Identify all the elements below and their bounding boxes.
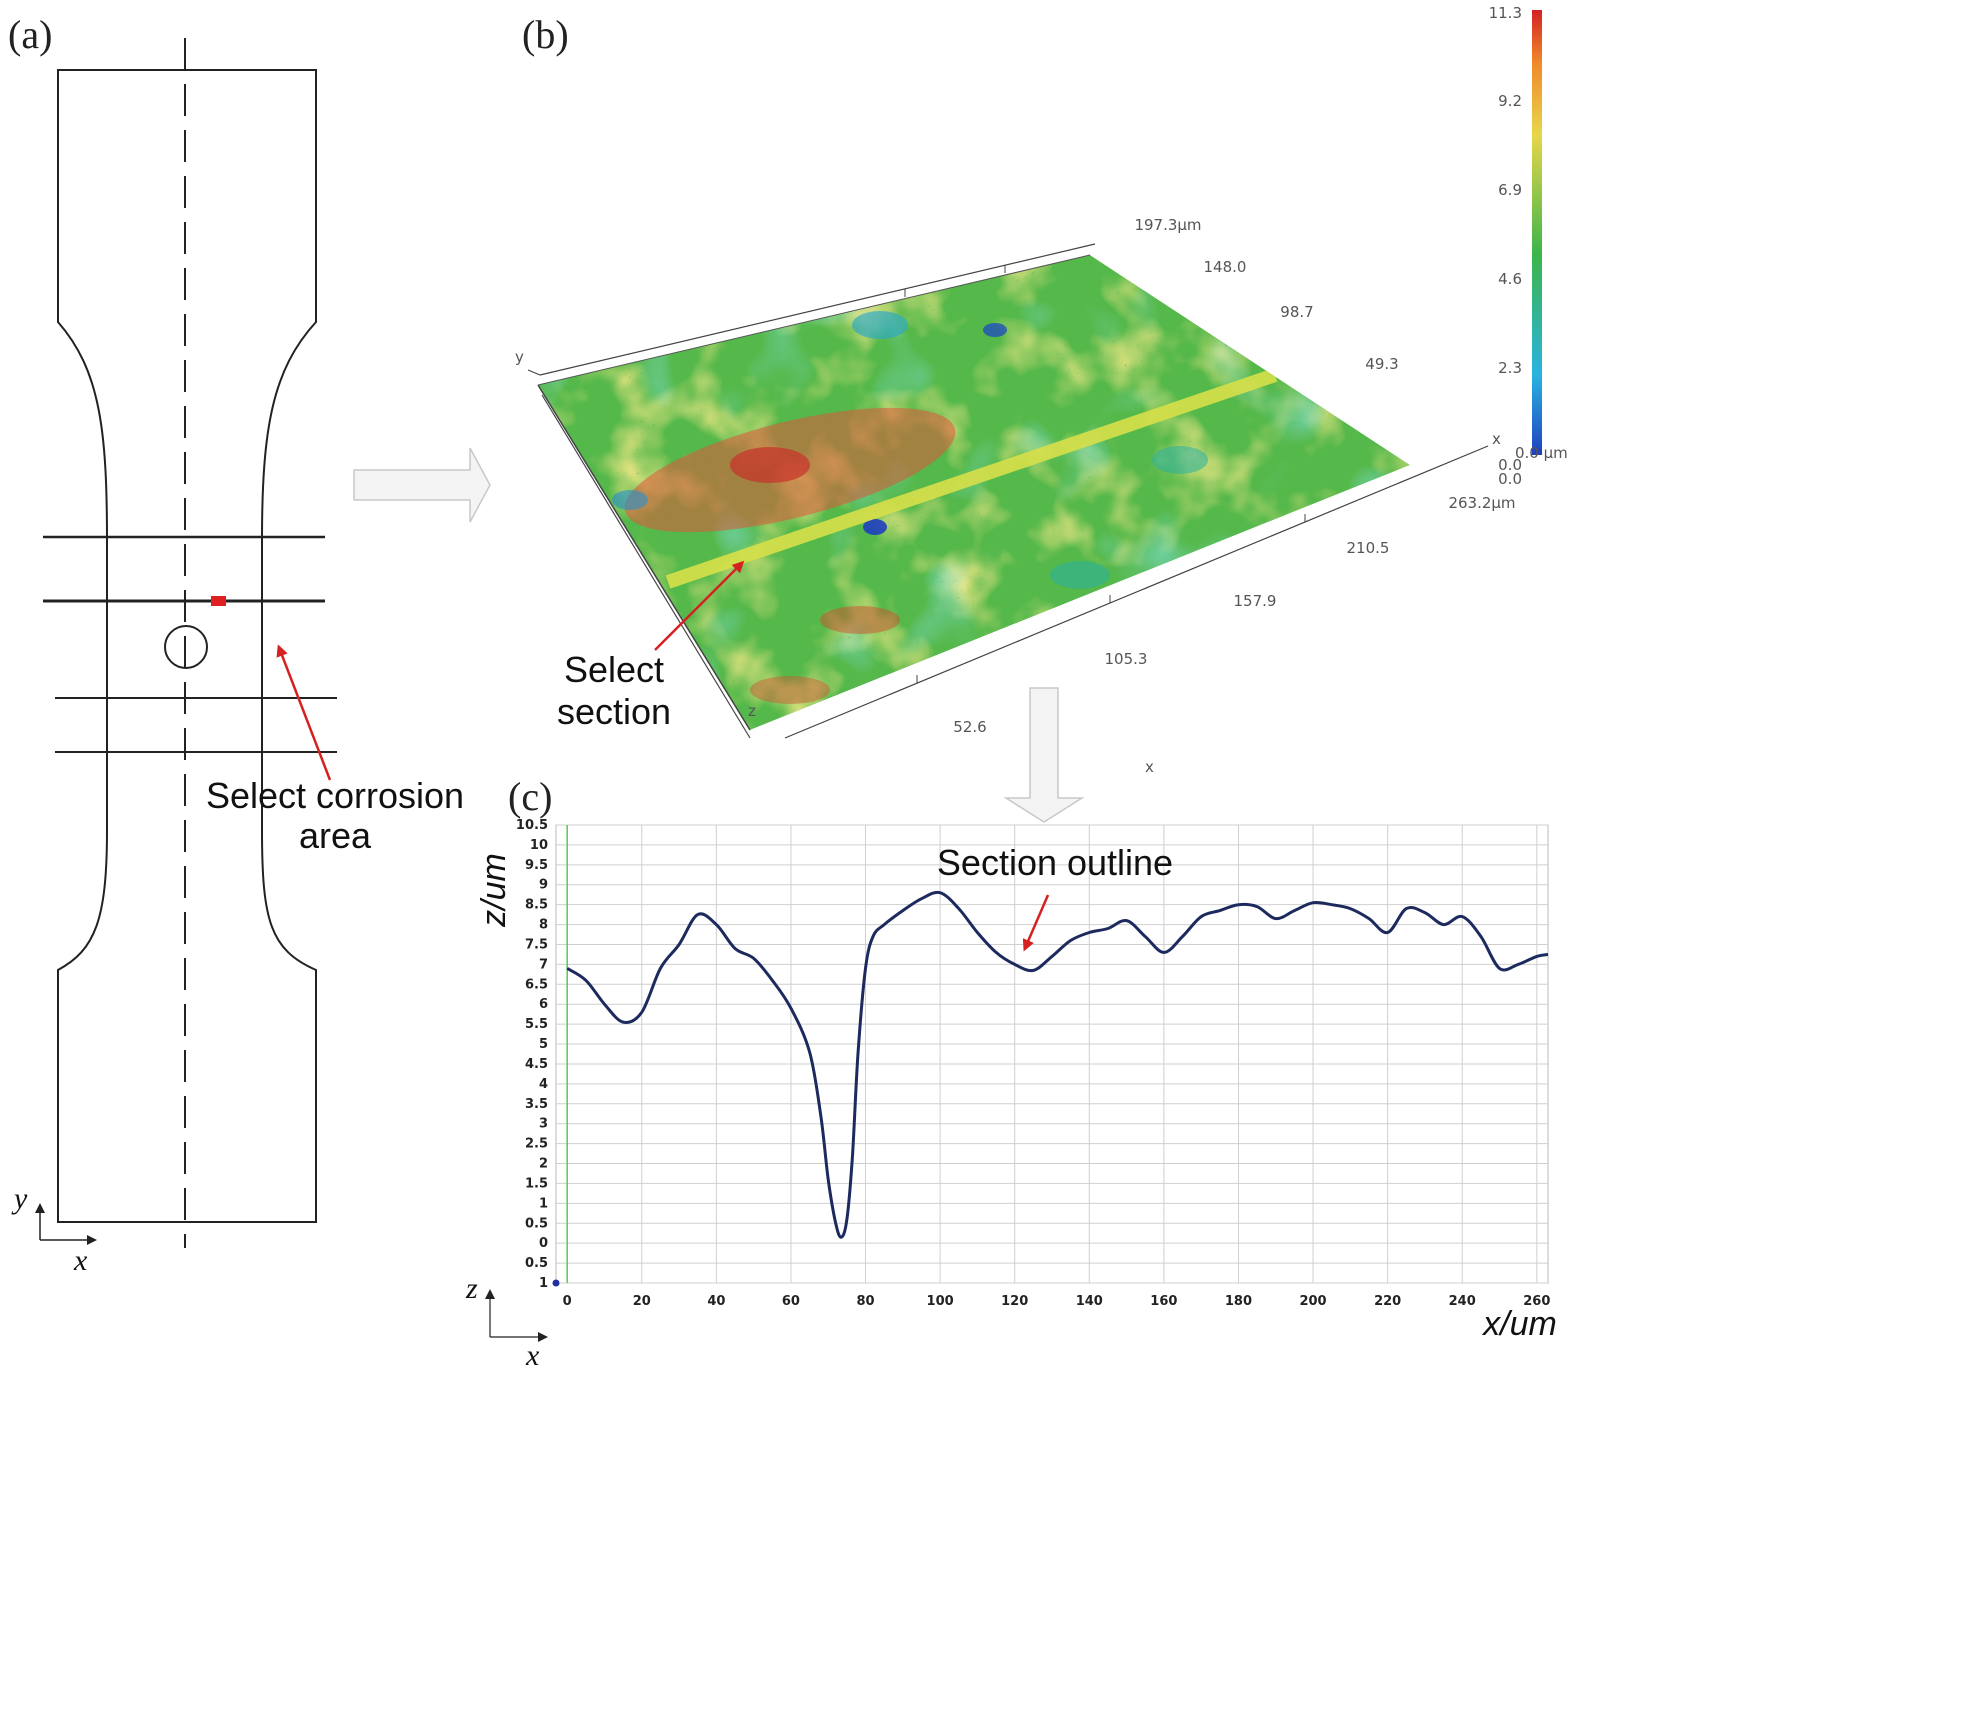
y-tick-label: 0: [539, 1236, 548, 1251]
y-tick-label: 6.5: [525, 977, 548, 992]
x-tick-label: 80: [856, 1294, 874, 1309]
chart-frame: [555, 824, 1549, 1284]
x-tick-label: 120: [1001, 1294, 1028, 1309]
x-tick-label: 200: [1299, 1294, 1326, 1309]
y-tick-label: 4.5: [525, 1057, 548, 1072]
panel-b-letter: (b): [522, 12, 569, 57]
corrosion-marker: [211, 596, 226, 606]
panel-c-letter: (c): [508, 774, 552, 819]
b-axis-z-letter: z: [748, 702, 756, 720]
y-tick-label: 7.5: [525, 937, 548, 952]
c-axis-x-label: x: [525, 1339, 540, 1372]
y-tick-label: 10.5: [516, 818, 548, 833]
x-tick-label: 240: [1449, 1294, 1476, 1309]
x-tick-label: 180: [1225, 1294, 1252, 1309]
y-tick-label: 2: [539, 1157, 548, 1172]
corrosion-label-line2: area: [299, 815, 372, 856]
y-tick-label: 0.5: [525, 1216, 548, 1231]
surface-3d: [538, 255, 1410, 730]
a-axis-y-label: y: [11, 1182, 28, 1215]
hole-circle: [164, 625, 208, 669]
section-outline-arrow: [1022, 894, 1050, 952]
y-tick-label: 8: [539, 918, 548, 933]
y-tick-label: 4: [539, 1077, 548, 1092]
b-z-axis-line: [541, 394, 751, 739]
x-tick-label: 20: [633, 1294, 651, 1309]
b-back-edge: [537, 254, 1091, 386]
b-x-tick-4: 52.6: [953, 718, 986, 736]
b-corner-tick-1: 0.0: [1498, 470, 1522, 488]
colorbar: [1532, 10, 1542, 455]
y-tick-label: 1: [539, 1276, 548, 1291]
b-y-tick-0: 197.3µm: [1134, 216, 1201, 234]
y-tick-label: 3: [539, 1117, 548, 1132]
y-tick-label: 8.5: [525, 898, 548, 913]
x-tick-label: 60: [782, 1294, 800, 1309]
b-axis-x2-letter: x: [1145, 758, 1154, 776]
b-x-tick-3: 105.3: [1105, 650, 1148, 668]
section-label-line2: section: [557, 691, 671, 732]
y-tick-label: 9: [539, 878, 548, 893]
b-y-tick-1: 148.0: [1204, 258, 1247, 276]
panel-b: (b): [515, 4, 1568, 776]
b-axis-y-letter: y: [515, 348, 524, 366]
colorbar-tick-1: 9.2: [1498, 92, 1522, 110]
origin-dot: [552, 1279, 560, 1287]
b-x-tick-0: 263.2µm: [1448, 494, 1515, 512]
y-tick-label: 0.5: [525, 1256, 548, 1271]
b-x-tick-1: 210.5: [1347, 539, 1390, 557]
b-y-tick-2: 98.7: [1280, 303, 1313, 321]
arrow-b-to-c: [1003, 687, 1085, 823]
c-axis-z-label: z: [465, 1272, 478, 1305]
x-tick-label: 220: [1374, 1294, 1401, 1309]
colorbar-bottom-label: 0.0 µm: [1515, 444, 1568, 462]
b-x-tick-2: 157.9: [1234, 592, 1277, 610]
y-tick-label: 1.5: [525, 1176, 548, 1191]
corrosion-arrow: [276, 644, 332, 781]
b-axis-x-letter: x: [1492, 430, 1501, 448]
panel-a-letter: (a): [8, 12, 52, 57]
y-tick-label: 5.5: [525, 1017, 548, 1032]
a-axis-x-label: x: [73, 1244, 88, 1277]
arrow-a-to-b: [353, 447, 491, 523]
chart-grid: [552, 824, 1549, 1287]
c-xlabel: x/um: [1481, 1305, 1557, 1343]
x-tick-label: 140: [1076, 1294, 1103, 1309]
y-tick-label: 5: [539, 1037, 548, 1052]
section-arrow: [654, 560, 745, 651]
panel-c: (c) 10.500.511.522.533.544.555.566.577.5…: [465, 774, 1557, 1372]
colorbar-tick-2: 6.9: [1498, 181, 1522, 199]
y-tick-label: 1: [539, 1196, 548, 1211]
x-tick-label: 160: [1150, 1294, 1177, 1309]
corrosion-label-line1: Select corrosion: [206, 775, 464, 816]
y-tick-label: 7: [539, 957, 548, 972]
y-tick-label: 6: [539, 997, 548, 1012]
colorbar-tick-0: 11.3: [1489, 4, 1522, 22]
y-tick-label: 3.5: [525, 1097, 548, 1112]
b-corner-tick-0: 0.0: [1498, 456, 1522, 474]
x-tick-label: 40: [707, 1294, 725, 1309]
b-y-tick-3: 49.3: [1365, 355, 1398, 373]
x-tick-label: 260: [1523, 1294, 1550, 1309]
section-label-line1: Select: [564, 649, 664, 690]
x-tick-label: 100: [927, 1294, 954, 1309]
chart-ticks: 10.500.511.522.533.544.555.566.577.588.5…: [516, 818, 1550, 1309]
b-y-axis-line: [539, 243, 1096, 376]
x-tick-label: 0: [563, 1294, 572, 1309]
b-x-axis-line: [784, 445, 1489, 739]
y-tick-label: 9.5: [525, 858, 548, 873]
colorbar-tick-3: 4.6: [1498, 270, 1522, 288]
specimen-outline: [57, 69, 317, 1223]
y-tick-label: 10: [530, 838, 548, 853]
colorbar-tick-4: 2.3: [1498, 359, 1522, 377]
section-profile-line: [566, 890, 1549, 1239]
panel-a: (a) Select corrosion area y x: [8, 12, 464, 1277]
chart-series: [566, 890, 1549, 1239]
c-ylabel: z/um: [475, 853, 513, 928]
y-tick-label: 2.5: [525, 1137, 548, 1152]
section-outline-label: Section outline: [937, 842, 1173, 883]
